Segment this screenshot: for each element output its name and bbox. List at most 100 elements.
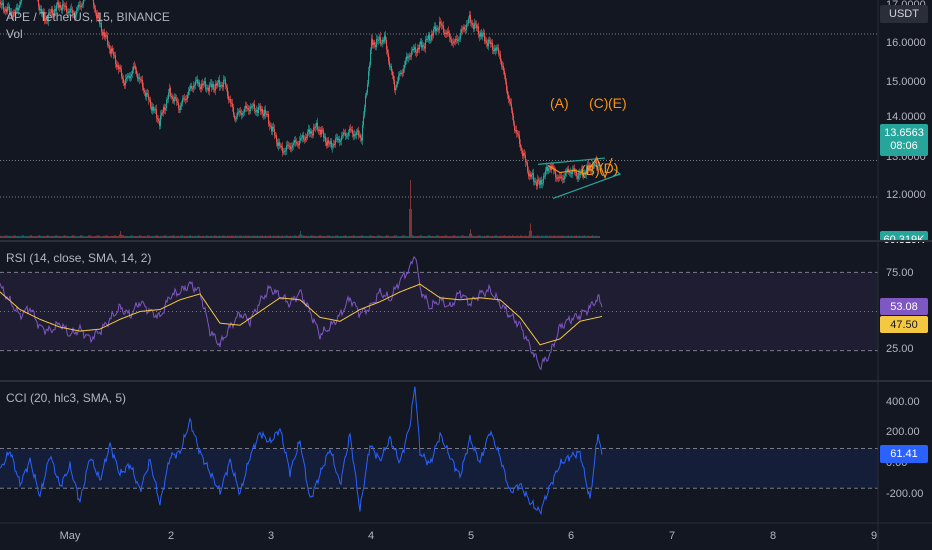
price-tick-label: 12.0000 bbox=[886, 189, 926, 201]
volume-bar bbox=[78, 236, 79, 238]
volume-bar bbox=[110, 236, 111, 238]
candle-body bbox=[101, 23, 102, 32]
volume-bar bbox=[134, 236, 135, 238]
candle-body bbox=[542, 183, 543, 185]
symbol-legend[interactable]: APE / TetherUS, 15, BINANCE bbox=[6, 10, 170, 24]
volume-bar bbox=[238, 236, 239, 238]
candle-body bbox=[516, 129, 517, 133]
candle-body bbox=[445, 32, 446, 34]
elliott-wave-path[interactable] bbox=[547, 156, 613, 180]
price-pane[interactable]: (A) (B) (C) (D) (E) bbox=[0, 0, 878, 238]
volume-bar bbox=[450, 235, 451, 238]
volume-bar bbox=[12, 235, 13, 238]
volume-bar bbox=[138, 235, 139, 238]
candle-body bbox=[280, 145, 281, 147]
volume-bar bbox=[163, 235, 164, 238]
volume-bar bbox=[66, 235, 67, 238]
rsi-pane[interactable] bbox=[0, 255, 878, 371]
volume-bar bbox=[249, 235, 250, 238]
candle-body bbox=[507, 90, 508, 95]
candle-body bbox=[267, 114, 268, 116]
volume-bar bbox=[508, 235, 509, 238]
volume-bar bbox=[558, 235, 559, 238]
volume-bar bbox=[259, 235, 260, 238]
volume-bar bbox=[208, 235, 209, 238]
candle-body bbox=[271, 126, 272, 132]
candle-body bbox=[387, 49, 388, 54]
volume-bar bbox=[18, 235, 19, 238]
volume-bar bbox=[132, 235, 133, 238]
volume-bar bbox=[396, 235, 397, 238]
channel-upper-line[interactable] bbox=[537, 157, 606, 165]
volume-bar bbox=[267, 236, 268, 238]
candle-body bbox=[418, 48, 419, 50]
candle-body bbox=[183, 98, 184, 100]
candle-body bbox=[137, 74, 138, 79]
candle-body bbox=[251, 106, 252, 108]
candle-body bbox=[388, 53, 389, 62]
volume-bar bbox=[255, 235, 256, 238]
candle-body bbox=[484, 32, 485, 42]
volume-bar bbox=[135, 236, 136, 238]
volume-bar bbox=[377, 235, 378, 238]
candle-body bbox=[424, 46, 425, 49]
volume-bar bbox=[478, 235, 479, 238]
candle-body bbox=[500, 54, 501, 62]
volume-bar bbox=[441, 236, 442, 238]
volume-bar bbox=[449, 236, 450, 238]
volume-bar bbox=[131, 235, 132, 238]
volume-bar bbox=[268, 235, 269, 238]
cci-pane[interactable] bbox=[0, 386, 878, 516]
last-price-badge-text: 08:06 bbox=[890, 140, 918, 152]
rsi-line[interactable] bbox=[0, 255, 603, 371]
candle-body bbox=[287, 144, 288, 146]
candle-body bbox=[442, 25, 443, 27]
candle-body bbox=[452, 43, 453, 45]
volume-bar bbox=[416, 236, 417, 238]
candle-body bbox=[592, 164, 593, 172]
volume-bar bbox=[280, 236, 281, 238]
volume-bar bbox=[95, 236, 96, 238]
candle-body bbox=[411, 50, 412, 57]
candle-body bbox=[238, 111, 239, 113]
time-axis[interactable]: May 2 3 4 5 6 7 8 9 bbox=[60, 530, 877, 542]
volume-bar bbox=[554, 235, 555, 238]
volume-bar bbox=[364, 236, 365, 238]
candle-body bbox=[248, 107, 249, 110]
candle-body bbox=[376, 39, 377, 48]
candle-body bbox=[463, 27, 464, 30]
volume-bar bbox=[233, 235, 234, 238]
candle-body bbox=[292, 145, 293, 148]
volume-bar bbox=[327, 235, 328, 238]
volume-bar bbox=[530, 223, 531, 238]
volume-bar bbox=[285, 236, 286, 238]
cci-line[interactable] bbox=[0, 386, 603, 516]
candle-body bbox=[417, 48, 418, 53]
candle-body bbox=[533, 173, 534, 182]
volume-legend[interactable]: Vol bbox=[6, 27, 23, 41]
channel-lower-line[interactable] bbox=[552, 173, 621, 199]
rsi-legend[interactable]: RSI (14, close, SMA, 14, 2) bbox=[6, 251, 152, 265]
candle-body bbox=[429, 34, 430, 41]
candle-body bbox=[46, 18, 47, 20]
volume-bar bbox=[572, 235, 573, 238]
candle-body bbox=[322, 129, 323, 131]
cci-legend[interactable]: CCI (20, hlc3, SMA, 5) bbox=[6, 391, 127, 405]
price-axes[interactable]: 17.000016.000015.000014.000013.000012.00… bbox=[886, 0, 926, 500]
volume-bar bbox=[597, 236, 598, 238]
volume-bar bbox=[181, 235, 182, 238]
candle-body bbox=[482, 33, 483, 37]
candle-body bbox=[226, 85, 227, 88]
volume-bar bbox=[417, 235, 418, 238]
candle-body bbox=[128, 75, 129, 77]
volume-bar bbox=[321, 235, 322, 238]
candle-body bbox=[423, 45, 424, 47]
candle-body bbox=[506, 81, 507, 91]
volume-bar bbox=[188, 235, 189, 238]
volume-bar bbox=[534, 235, 535, 238]
volume-bar bbox=[206, 235, 207, 238]
candle-body bbox=[434, 26, 435, 30]
candle-body bbox=[93, 0, 94, 6]
rsi-sma-line[interactable] bbox=[0, 283, 603, 346]
